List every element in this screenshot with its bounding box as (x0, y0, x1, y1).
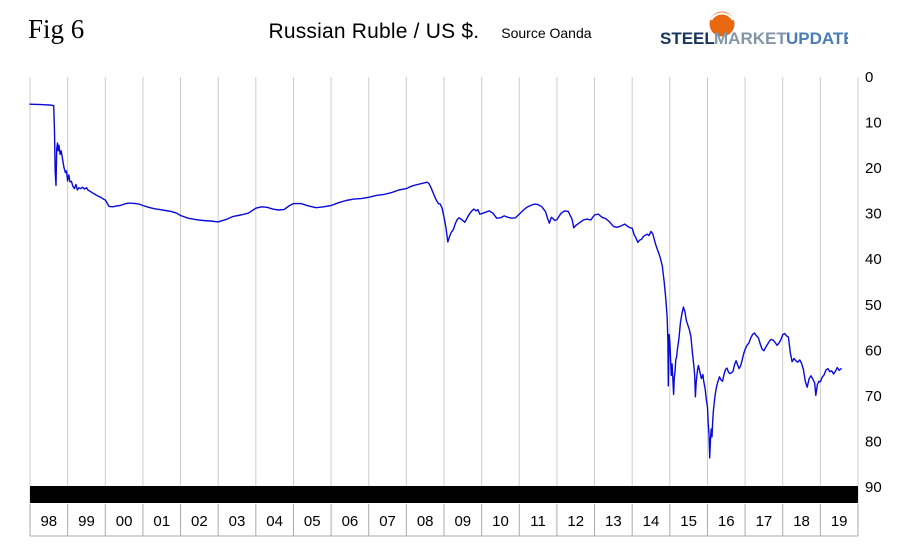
logo-word-update: UPDATE (786, 29, 848, 48)
logo-graphic: STEEL MARKET UPDATE (660, 11, 855, 48)
y-axis-label: 10 (865, 115, 882, 132)
x-axis-label: 05 (304, 513, 321, 530)
y-axis-label: 30 (865, 206, 882, 223)
figure-label: Fig 6 (28, 14, 85, 44)
x-axis-label: 99 (78, 513, 95, 530)
x-axis-label: 06 (342, 513, 359, 530)
chart-source: Source Oanda (501, 25, 592, 41)
x-axis-label: 08 (417, 513, 434, 530)
y-axis-label: 80 (865, 433, 882, 450)
x-axis-label: 17 (756, 513, 773, 530)
x-axis-label: 14 (643, 513, 660, 530)
y-axis-label: 50 (865, 297, 882, 314)
x-axis-label: 98 (40, 513, 57, 530)
x-axis-label: 02 (191, 513, 208, 530)
logo-swoosh-icon (710, 12, 734, 21)
x-axis-label: 03 (229, 513, 246, 530)
y-axis-label: 70 (865, 388, 882, 405)
bottom-black-bar (30, 486, 858, 503)
steel-market-update-logo: STEEL MARKET UPDATE (660, 10, 855, 52)
logo-word-steel: STEEL (660, 29, 715, 48)
y-axis-label: 20 (865, 160, 882, 177)
y-axis-label: 40 (865, 251, 882, 268)
x-axis-label: 19 (831, 513, 848, 530)
y-axis-label: 90 (865, 479, 882, 496)
x-axis-label: 16 (718, 513, 735, 530)
x-axis-label: 18 (793, 513, 810, 530)
x-axis-label: 10 (492, 513, 509, 530)
x-axis-label: 13 (605, 513, 622, 530)
y-axis-label: 60 (865, 342, 882, 359)
exchange-rate-line (29, 103, 842, 459)
x-axis-label: 15 (680, 513, 697, 530)
x-axis-label: 07 (379, 513, 396, 530)
x-axis-label: 09 (454, 513, 471, 530)
logo-word-market: MARKET (714, 29, 787, 48)
x-axis-label: 00 (116, 513, 133, 530)
x-axis-label: 12 (567, 513, 584, 530)
logo-orange-globe-icon (709, 11, 735, 37)
chart-title: Russian Ruble / US $. (268, 20, 480, 43)
x-axis-label: 04 (266, 513, 283, 530)
x-axis-label: 11 (530, 513, 546, 530)
y-axis-label: 0 (865, 69, 873, 86)
x-axis-label: 01 (153, 513, 170, 530)
chart-header: Russian Ruble / US $. Source Oanda (30, 20, 830, 44)
